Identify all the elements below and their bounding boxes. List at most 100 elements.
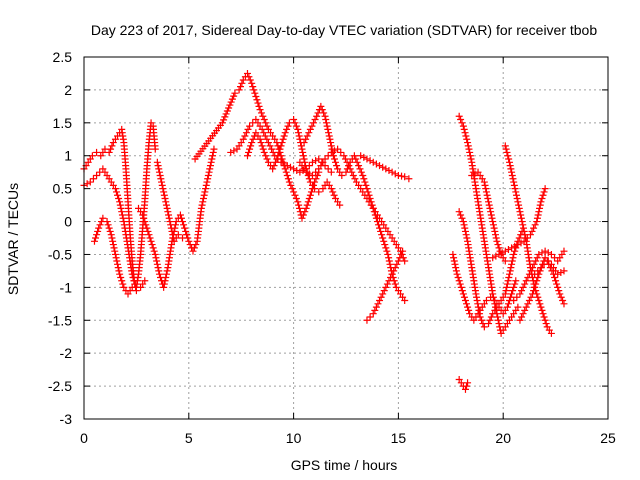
data-point: [313, 112, 321, 120]
data-point: [326, 135, 334, 143]
data-point: [385, 167, 393, 175]
data-point: [306, 125, 314, 133]
data-point: [487, 313, 495, 321]
data-point: [464, 139, 472, 147]
data-point: [322, 119, 330, 127]
data-point: [110, 244, 118, 252]
data-point: [304, 198, 312, 206]
data-point: [323, 122, 331, 130]
data-point: [220, 116, 228, 124]
data-point: [174, 231, 182, 239]
data-point: [504, 300, 512, 308]
data-point: [401, 173, 409, 181]
data-point: [524, 273, 532, 281]
data-point: [158, 181, 166, 189]
y-tick-label: -3: [60, 411, 73, 427]
data-point: [283, 125, 291, 133]
data-points: [80, 69, 568, 393]
x-tick-label: 20: [495, 430, 511, 446]
data-point: [99, 214, 107, 222]
data-point: [461, 297, 469, 305]
y-tick-label: 1.5: [53, 115, 73, 131]
data-point: [533, 254, 541, 262]
data-point: [459, 218, 467, 226]
data-point: [486, 204, 494, 212]
data-point: [545, 260, 553, 268]
data-point: [310, 119, 318, 127]
data-point: [512, 277, 520, 285]
data-point: [377, 293, 385, 301]
data-point: [146, 234, 154, 242]
data-point: [537, 198, 545, 206]
data-point: [311, 185, 319, 193]
data-point: [94, 227, 102, 235]
data-point: [536, 204, 544, 212]
data-point: [527, 293, 535, 301]
data-point: [108, 234, 116, 242]
data-point: [93, 171, 101, 179]
data-point: [176, 211, 184, 219]
data-point: [501, 142, 509, 150]
data-point: [519, 310, 527, 318]
data-point: [359, 171, 367, 179]
data-point: [517, 211, 525, 219]
data-point: [487, 208, 495, 216]
data-point: [503, 280, 511, 288]
data-point: [156, 171, 164, 179]
data-point: [163, 204, 171, 212]
data-point: [140, 214, 148, 222]
data-point: [463, 135, 471, 143]
data-point: [293, 167, 301, 175]
data-point: [298, 214, 306, 222]
data-point: [511, 242, 519, 250]
data-point: [308, 171, 316, 179]
data-point: [237, 83, 245, 91]
data-point: [471, 170, 479, 178]
x-axis-label: GPS time / hours: [291, 457, 398, 473]
data-point: [534, 267, 542, 275]
data-point: [521, 306, 529, 314]
data-point: [489, 218, 497, 226]
data-point: [107, 145, 115, 153]
data-point: [449, 250, 457, 258]
data-point: [312, 168, 320, 176]
data-point: [522, 277, 530, 285]
data-point: [480, 323, 488, 331]
data-point: [455, 112, 463, 120]
data-point: [209, 148, 217, 156]
data-point: [540, 313, 548, 321]
data-point: [225, 104, 233, 112]
data-point: [467, 155, 475, 163]
data-point: [283, 162, 291, 170]
data-point: [515, 234, 523, 242]
data-point: [155, 270, 163, 278]
data-point: [294, 125, 302, 133]
data-point: [112, 254, 120, 262]
data-point: [130, 277, 138, 285]
y-axis-label: SDTVAR / TECUs: [5, 183, 21, 295]
chart-title: Day 223 of 2017, Sidereal Day-to-day VTE…: [91, 22, 598, 38]
data-point: [489, 221, 497, 229]
y-tick-label: -1.5: [48, 312, 72, 328]
data-point: [524, 300, 532, 308]
data-point: [165, 211, 173, 219]
data-point: [329, 188, 337, 196]
data-point: [382, 283, 390, 291]
data-point: [294, 129, 302, 137]
data-point: [177, 214, 185, 222]
data-point: [384, 250, 392, 258]
data-point: [141, 218, 149, 226]
data-point: [371, 306, 379, 314]
data-point: [155, 168, 163, 176]
data-point: [544, 249, 552, 257]
data-point: [372, 303, 380, 311]
data-point: [481, 181, 489, 189]
data-point: [533, 218, 541, 226]
data-point: [538, 195, 546, 203]
data-point: [507, 165, 515, 173]
data-point: [302, 168, 310, 176]
data-point: [510, 181, 518, 189]
data-point: [235, 86, 243, 94]
data-point: [257, 109, 265, 117]
data-point: [495, 320, 503, 328]
